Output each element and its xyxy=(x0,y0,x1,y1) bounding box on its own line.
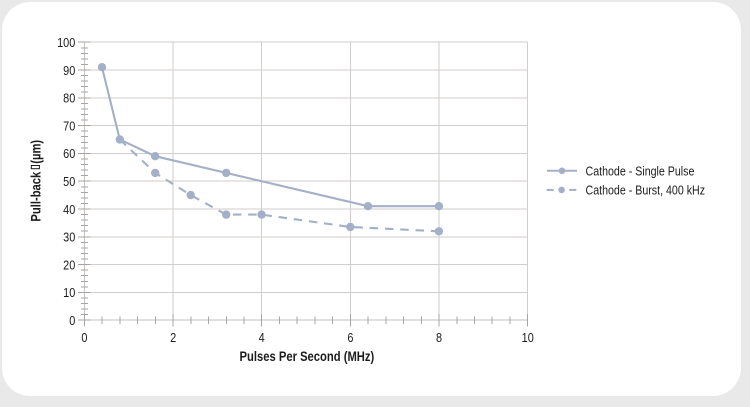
svg-text:0: 0 xyxy=(81,330,87,345)
svg-text:40: 40 xyxy=(63,202,75,217)
svg-text:100: 100 xyxy=(57,35,75,50)
svg-text:6: 6 xyxy=(347,330,353,345)
svg-text:Pull-back: Pull-back xyxy=(28,172,43,222)
svg-text:70: 70 xyxy=(63,118,75,133)
svg-text:Pulses Per Second (MHz): Pulses Per Second (MHz) xyxy=(240,349,375,364)
svg-text:10: 10 xyxy=(522,330,534,345)
svg-text:80: 80 xyxy=(63,91,75,106)
svg-text:60: 60 xyxy=(63,146,75,161)
svg-text:30: 30 xyxy=(63,230,75,245)
svg-text:4: 4 xyxy=(259,330,265,345)
svg-text:0: 0 xyxy=(69,313,75,328)
svg-text:Cathode - Burst, 400 kHz: Cathode - Burst, 400 kHz xyxy=(586,183,706,198)
svg-text:Cathode - Single Pulse: Cathode - Single Pulse xyxy=(586,164,695,179)
svg-text:50: 50 xyxy=(63,174,75,189)
svg-text:2: 2 xyxy=(170,330,176,345)
svg-text:8: 8 xyxy=(436,330,442,345)
svg-text:20: 20 xyxy=(63,257,75,272)
svg-text:90: 90 xyxy=(63,63,75,78)
svg-text:(µm): (µm) xyxy=(28,140,43,164)
svg-text:10: 10 xyxy=(63,285,75,300)
